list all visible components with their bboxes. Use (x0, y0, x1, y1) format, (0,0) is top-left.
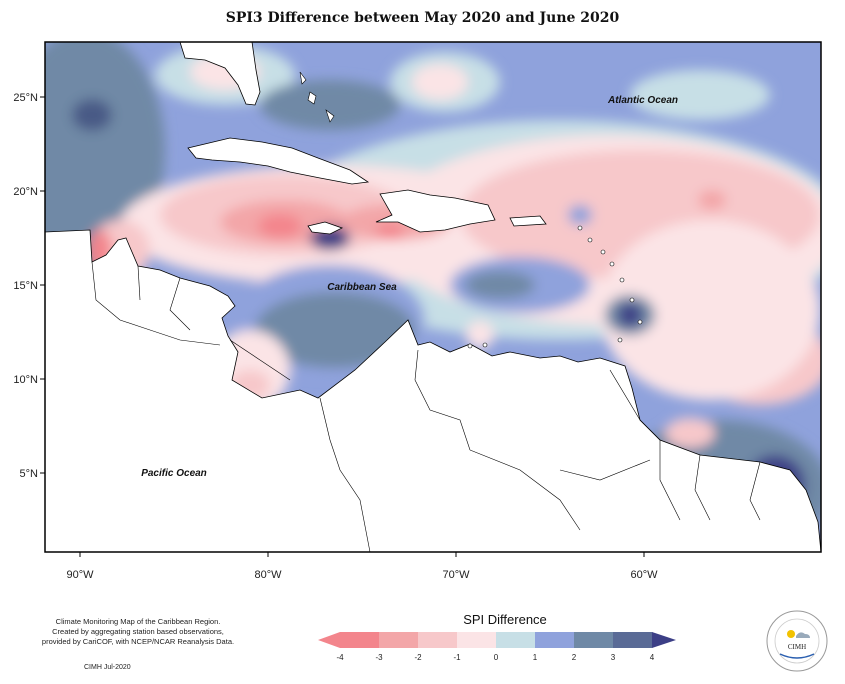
logo-text: CIMH (788, 643, 806, 651)
lat-label: 10°N (13, 374, 38, 386)
lon-label: 60°W (630, 569, 658, 581)
colorbar-segment (574, 632, 614, 648)
colorbar-segment (535, 632, 575, 648)
credit-date: CIMH Jul-2020 (84, 664, 131, 671)
colorbar-tick-label: 0 (494, 653, 499, 662)
credit-line: provided by CariCOF, with NCEP/NCAR Rean… (41, 637, 235, 646)
colorbar-segment (418, 632, 458, 648)
spi-field (45, 42, 821, 552)
colorbar-tick-label: 4 (650, 653, 655, 662)
lon-label: 90°W (66, 569, 94, 581)
map-frame (44, 41, 822, 553)
colorbar-segment (340, 632, 380, 648)
colorbar-arrow-left (318, 632, 340, 648)
lon-axis: 90°W 80°W 70°W 60°W (66, 552, 658, 581)
colorbar-tick-label: 1 (533, 653, 538, 662)
land (45, 42, 821, 552)
colorbar-tick-label: -3 (375, 653, 383, 662)
credit-text: Climate Monitoring Map of the Caribbean … (28, 617, 248, 647)
borders (91, 261, 761, 552)
colorbar-tick-label: -1 (453, 653, 461, 662)
lat-label: 5°N (20, 468, 39, 480)
lat-axis: 25°N 20°N 15°N 10°N 5°N (13, 92, 45, 480)
lat-label: 20°N (13, 186, 38, 198)
colorbar: -4 -3 -2 -1 0 1 2 3 4 (318, 632, 676, 662)
atlantic-ocean-label: Atlantic Ocean (607, 95, 678, 106)
lat-label: 15°N (13, 280, 38, 292)
credit-line: Created by aggregating station based obs… (52, 627, 224, 636)
colorbar-arrow-right (652, 632, 676, 648)
colorbar-segment (496, 632, 536, 648)
colorbar-segment (613, 632, 653, 648)
pacific-ocean-label: Pacific Ocean (141, 468, 207, 479)
cimh-logo: CIMH (766, 610, 828, 672)
lat-label: 25°N (13, 92, 38, 104)
colorbar-tick-label: -2 (414, 653, 422, 662)
colorbar-segment (457, 632, 497, 648)
colorbar-title: SPI Difference (463, 612, 547, 627)
colorbar-tick-label: -4 (336, 653, 344, 662)
colorbar-tick-label: 3 (611, 653, 616, 662)
colorbar-tick-label: 2 (572, 653, 577, 662)
lon-label: 80°W (254, 569, 282, 581)
caribbean-sea-label: Caribbean Sea (327, 282, 397, 293)
credit-line: Climate Monitoring Map of the Caribbean … (55, 617, 221, 626)
islands (299, 71, 643, 349)
lon-label: 70°W (442, 569, 470, 581)
map-title: SPI3 Difference between May 2020 and Jun… (225, 10, 620, 26)
colorbar-segment (379, 632, 419, 648)
